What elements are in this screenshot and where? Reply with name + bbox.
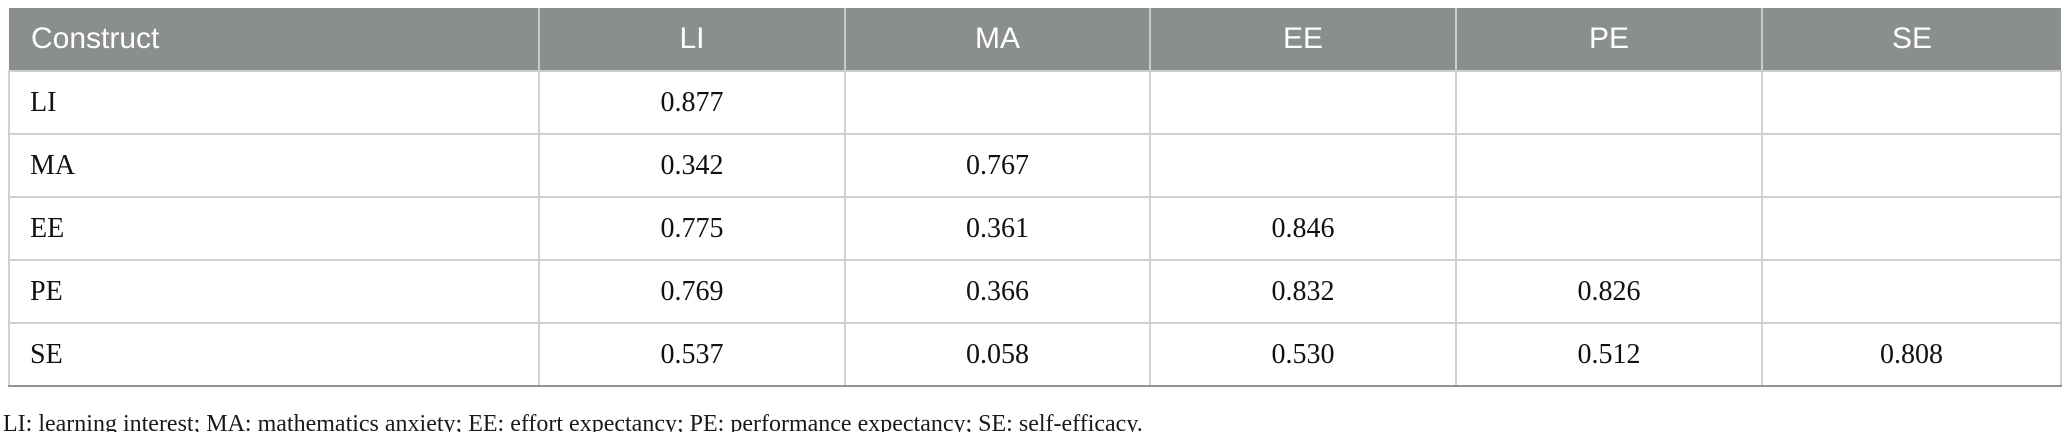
cell-value: 0.512: [1455, 322, 1763, 387]
cell-value: 0.058: [844, 322, 1151, 387]
row-label: EE: [8, 196, 540, 261]
column-header-ma: MA: [844, 8, 1150, 71]
cell-value: [1761, 70, 2062, 135]
cell-value: [1455, 196, 1763, 261]
cell-value: 0.342: [538, 133, 846, 198]
cell-value: [1455, 133, 1763, 198]
table-footnote: LI: learning interest; MA: mathematics a…: [3, 411, 1143, 432]
cell-value: [844, 70, 1151, 135]
cell-value: 0.877: [538, 70, 846, 135]
cell-value: 0.366: [844, 259, 1151, 324]
cell-value: 0.808: [1761, 322, 2062, 387]
cell-value: [1761, 196, 2062, 261]
paper-table-figure: Construct LI MA EE PE SE LI 0.877 MA 0.3…: [0, 8, 2067, 432]
column-header-li: LI: [538, 8, 845, 71]
correlation-matrix-table: Construct LI MA EE PE SE LI 0.877 MA 0.3…: [8, 8, 2062, 387]
column-header-construct: Construct: [9, 8, 539, 71]
cell-value: [1455, 70, 1763, 135]
cell-value: [1761, 133, 2062, 198]
row-label: PE: [8, 259, 540, 324]
row-label: MA: [8, 133, 540, 198]
cell-value: 0.769: [538, 259, 846, 324]
cell-value: [1149, 133, 1457, 198]
cell-value: 0.826: [1455, 259, 1763, 324]
cell-value: 0.530: [1149, 322, 1457, 387]
cell-value: 0.832: [1149, 259, 1457, 324]
table-row-ee: EE 0.775 0.361 0.846: [8, 196, 2062, 261]
table-header-row: Construct LI MA EE PE SE: [9, 8, 2061, 71]
table-row-li: LI 0.877: [8, 70, 2062, 135]
cell-value: [1149, 70, 1457, 135]
cell-value: [1761, 259, 2062, 324]
cell-value: 0.846: [1149, 196, 1457, 261]
table-row-ma: MA 0.342 0.767: [8, 133, 2062, 198]
row-label: SE: [8, 322, 540, 387]
cell-value: 0.775: [538, 196, 846, 261]
cell-value: 0.767: [844, 133, 1151, 198]
row-label: LI: [8, 70, 540, 135]
column-header-pe: PE: [1455, 8, 1762, 71]
cell-value: 0.361: [844, 196, 1151, 261]
table-row-pe: PE 0.769 0.366 0.832 0.826: [8, 259, 2062, 324]
cell-value: 0.537: [538, 322, 846, 387]
column-header-ee: EE: [1149, 8, 1456, 71]
table-row-se: SE 0.537 0.058 0.530 0.512 0.808: [8, 322, 2062, 387]
column-header-se: SE: [1761, 8, 2061, 71]
